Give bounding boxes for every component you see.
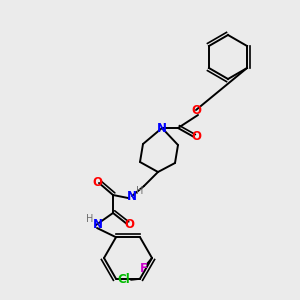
Text: F: F	[140, 262, 148, 275]
Text: O: O	[124, 218, 134, 230]
Text: O: O	[92, 176, 102, 190]
Text: H: H	[86, 214, 94, 224]
Text: O: O	[191, 130, 201, 143]
Text: N: N	[127, 190, 137, 202]
Text: H: H	[136, 186, 144, 196]
Text: O: O	[191, 103, 201, 116]
Text: N: N	[157, 122, 167, 134]
Text: Cl: Cl	[118, 273, 130, 286]
Text: N: N	[93, 218, 103, 232]
